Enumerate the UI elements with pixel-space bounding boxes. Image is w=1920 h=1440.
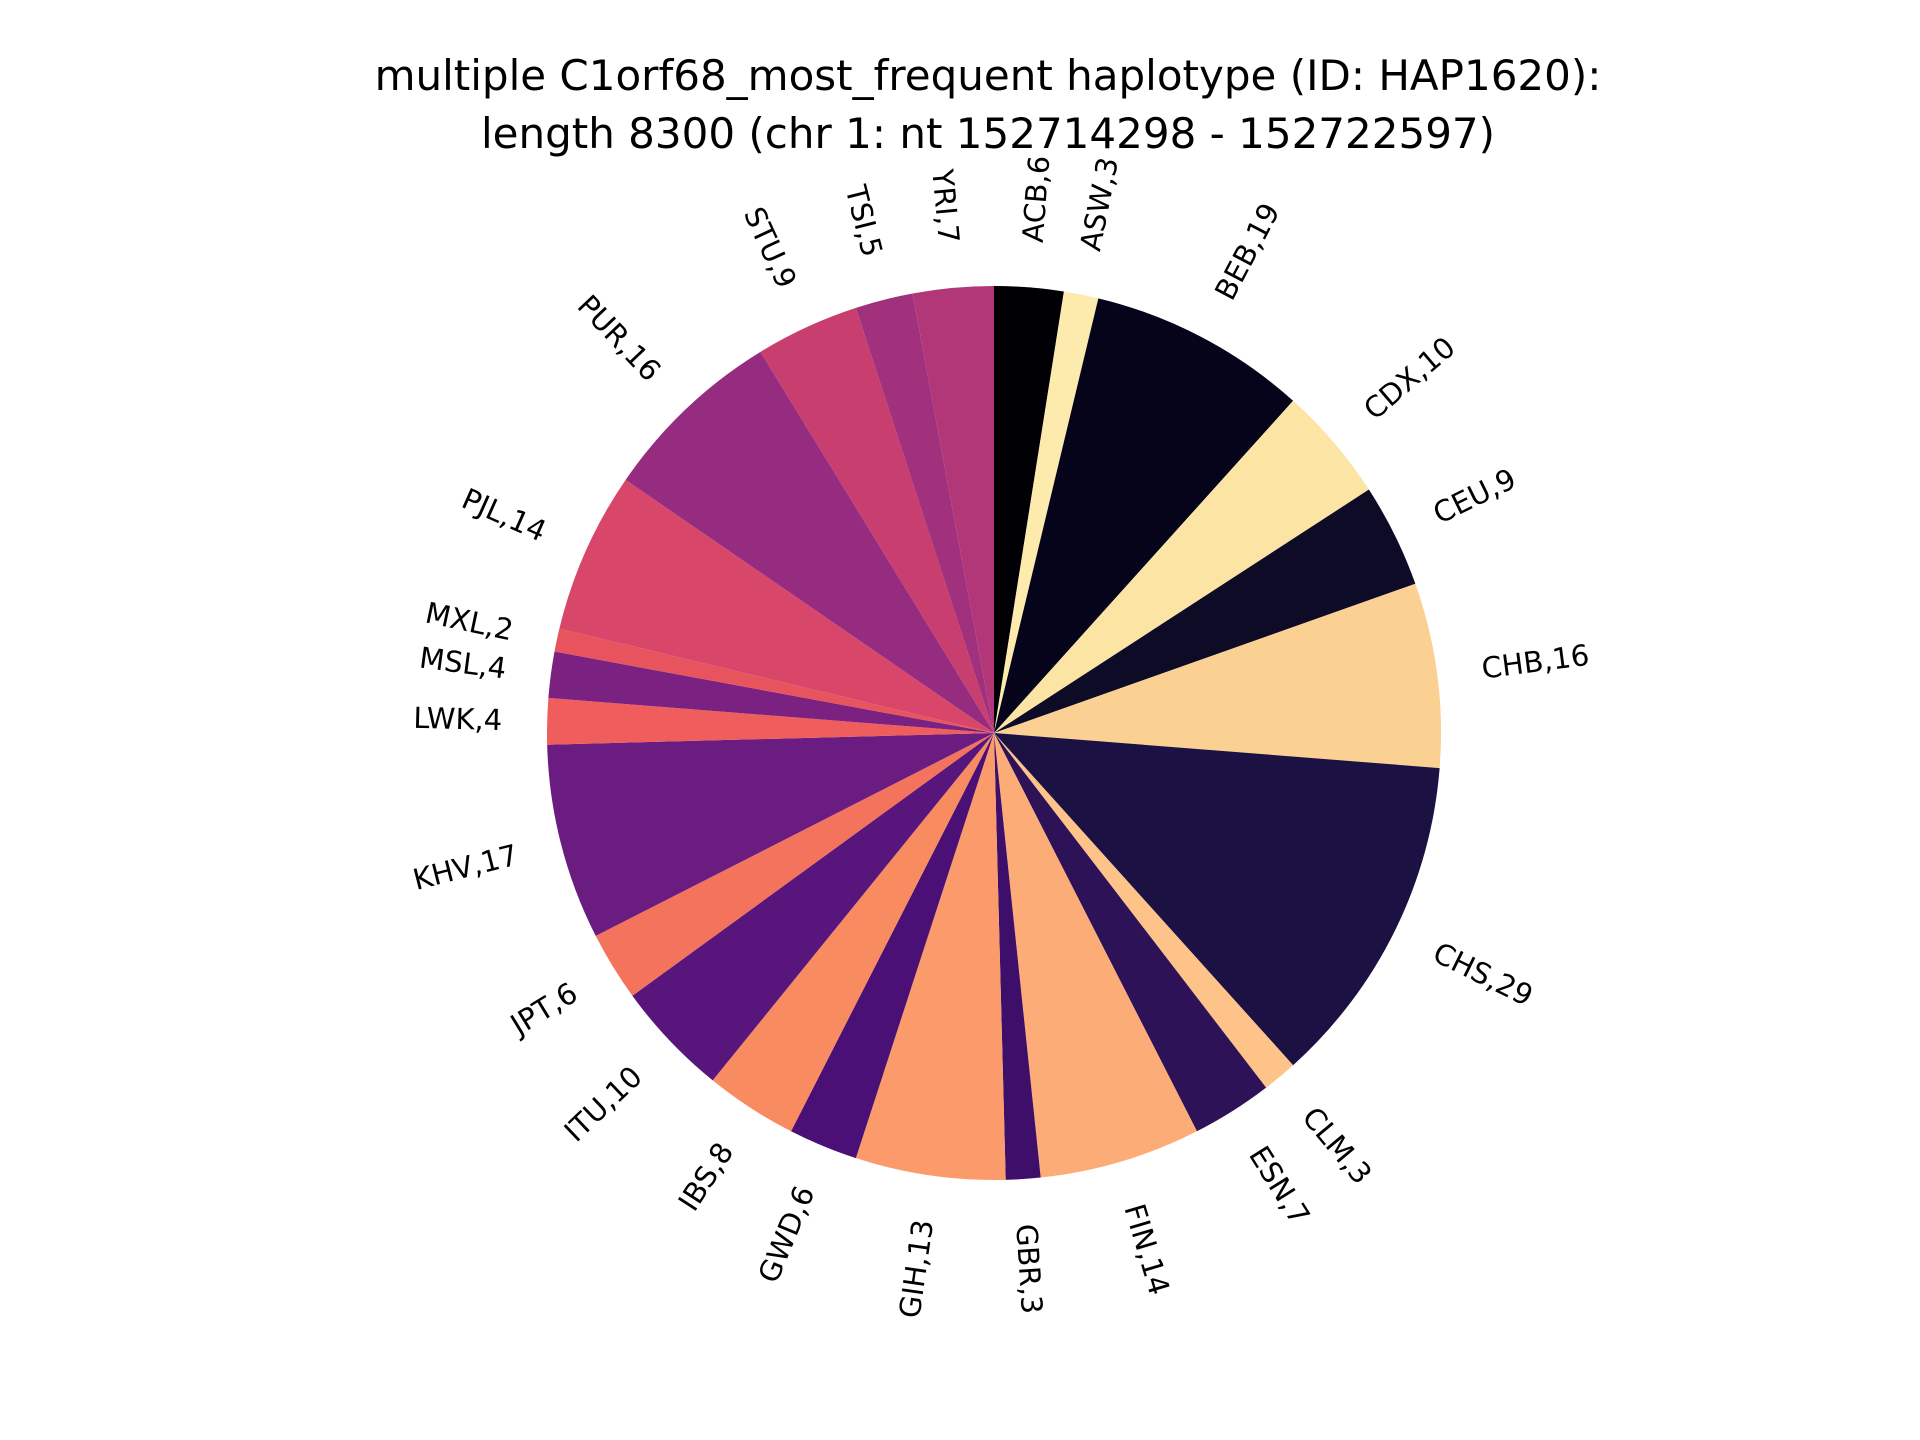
pie-slice-beb	[994, 298, 1294, 733]
pie-label-gwd: GWD,6	[751, 1181, 821, 1287]
pie-label-tsi: TSI,5	[838, 181, 889, 260]
pie-slice-chb	[994, 583, 1441, 769]
pie-slice-fin	[994, 733, 1197, 1178]
pie-label-lwk: LWK,4	[413, 701, 503, 737]
pie-label-stu: STU,9	[737, 202, 803, 293]
pie-label-clm: CLM,3	[1296, 1100, 1379, 1190]
pie-slice-asw	[994, 291, 1099, 733]
chart-title-line-2: length 8300 (chr 1: nt 152714298 - 15272…	[481, 109, 1495, 158]
pie-slice-cdx	[994, 400, 1369, 733]
pie-label-khv: KHV,17	[409, 838, 521, 897]
pie-label-pur: PUR,16	[571, 288, 668, 388]
chart-title-line-1: multiple C1orf68_most_frequent haplotype…	[375, 51, 1602, 100]
pie-label-itu: ITU,10	[558, 1059, 649, 1148]
pie-slice-ibs	[712, 733, 994, 1132]
pie-slice-gih	[855, 733, 1006, 1181]
pie-label-yri: YRI,7	[925, 167, 966, 245]
pie-label-esn: ESN,7	[1242, 1140, 1317, 1231]
pie-label-gbr: GBR,3	[1009, 1223, 1049, 1315]
pie-label-chb: CHB,16	[1480, 638, 1592, 686]
pie-slice-jpt	[595, 733, 994, 996]
pie-slice-clm	[994, 733, 1294, 1088]
pie-label-acb: ACB,6	[1016, 154, 1057, 244]
pie-slice-stu	[760, 307, 994, 733]
pie-label-jpt: JPT,6	[503, 976, 583, 1043]
pie-label-fin: FIN,14	[1117, 1200, 1176, 1299]
pie-slice-yri	[912, 286, 994, 733]
pie-slice-itu	[632, 733, 994, 1081]
pie-slice-acb	[994, 286, 1064, 733]
pie-slice-tsi	[855, 293, 994, 733]
pie-slice-pjl	[559, 479, 994, 733]
pie-slice-gbr	[994, 733, 1041, 1180]
pie-label-ceu: CEU,9	[1428, 461, 1521, 530]
pie-label-ibs: IBS,8	[671, 1136, 740, 1217]
pie-slices	[546, 286, 1441, 1181]
pie-slice-gwd	[791, 733, 994, 1159]
pie-label-beb: BEB,19	[1208, 197, 1287, 305]
pie-label-chs: CHS,29	[1428, 935, 1539, 1013]
pie-slice-ceu	[994, 489, 1416, 733]
pie-slice-msl	[548, 651, 994, 733]
pie-slice-esn	[994, 733, 1267, 1132]
pie-label-mxl: MXL,2	[422, 596, 516, 648]
pie-label-pjl: PJL,14	[457, 481, 552, 548]
pie-label-asw: ASW,3	[1073, 154, 1125, 253]
pie-slice-khv	[547, 733, 994, 936]
pie-slice-lwk	[546, 697, 994, 745]
pie-label-gih: GIH,13	[892, 1217, 940, 1320]
pie-label-cdx: CDX,10	[1357, 330, 1462, 426]
pie-slice-mxl	[554, 628, 994, 733]
pie-label-msl: MSL,4	[417, 641, 508, 686]
pie-slice-chs	[994, 733, 1440, 1066]
pie-slice-pur	[625, 351, 994, 733]
